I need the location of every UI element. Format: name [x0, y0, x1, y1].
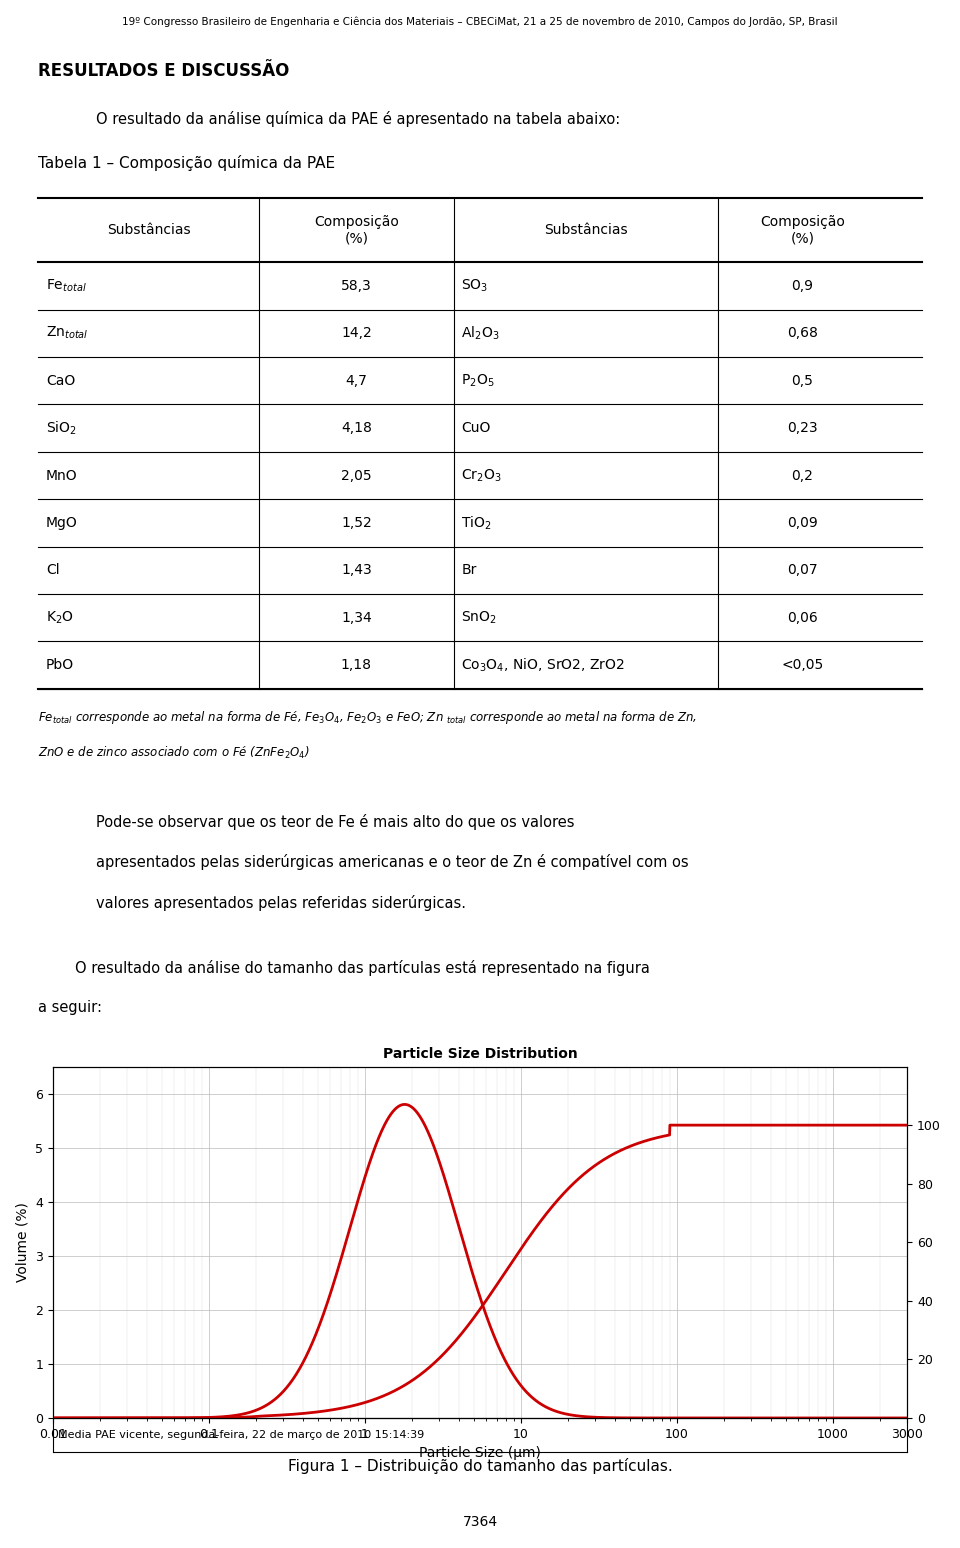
Text: RESULTADOS E DISCUSSÃO: RESULTADOS E DISCUSSÃO: [38, 62, 290, 80]
Text: 4,7: 4,7: [346, 373, 368, 387]
Text: apresentados pelas siderúrgicas americanas e o teor de Zn é compatível com os: apresentados pelas siderúrgicas american…: [96, 854, 688, 870]
Text: Substâncias: Substâncias: [107, 223, 191, 237]
Text: Pode-se observar que os teor de Fe é mais alto do que os valores: Pode-se observar que os teor de Fe é mai…: [96, 814, 574, 830]
Text: 58,3: 58,3: [341, 279, 372, 293]
Text: 1,43: 1,43: [341, 563, 372, 577]
Text: CuO: CuO: [461, 421, 491, 435]
Text: SnO$_2$: SnO$_2$: [461, 610, 497, 625]
Text: 0,5: 0,5: [791, 373, 813, 387]
Text: Composição
(%): Composição (%): [314, 215, 398, 245]
Text: 1,18: 1,18: [341, 658, 372, 672]
Text: 19º Congresso Brasileiro de Engenharia e Ciência dos Materiais – CBECiMat, 21 a : 19º Congresso Brasileiro de Engenharia e…: [122, 15, 838, 26]
Text: Cr$_2$O$_3$: Cr$_2$O$_3$: [461, 467, 502, 483]
Text: O resultado da análise química da PAE é apresentado na tabela abaixo:: O resultado da análise química da PAE é …: [96, 111, 620, 127]
Text: Tabela 1 – Composição química da PAE: Tabela 1 – Composição química da PAE: [38, 155, 336, 170]
Text: MnO: MnO: [46, 469, 78, 483]
Text: O resultado da análise do tamanho das partículas está representado na figura: O resultado da análise do tamanho das pa…: [38, 960, 650, 975]
Text: 0,2: 0,2: [791, 469, 813, 483]
Text: Co$_3$O$_4$, NiO, SrO2, ZrO2: Co$_3$O$_4$, NiO, SrO2, ZrO2: [461, 656, 625, 673]
Text: Fe$_{total}$ corresponde ao metal na forma de Fé, Fe$_3$O$_4$, Fe$_2$O$_3$ e FeO: Fe$_{total}$ corresponde ao metal na for…: [38, 709, 698, 726]
Text: 0,06: 0,06: [787, 611, 818, 625]
Text: Cl: Cl: [46, 563, 60, 577]
Y-axis label: Volume (%): Volume (%): [15, 1203, 30, 1282]
Text: Fe$_{total}$: Fe$_{total}$: [46, 277, 87, 294]
Text: Figura 1 – Distribuição do tamanho das partículas.: Figura 1 – Distribuição do tamanho das p…: [288, 1458, 672, 1474]
Text: 7364: 7364: [463, 1515, 497, 1529]
Text: CaO: CaO: [46, 373, 75, 387]
Text: MgO: MgO: [46, 515, 78, 529]
Text: ZnO e de zinco associado com o Fé (ZnFe$_2$O$_4$): ZnO e de zinco associado com o Fé (ZnFe$…: [38, 745, 310, 760]
Text: 0,09: 0,09: [787, 515, 818, 529]
Text: 14,2: 14,2: [341, 327, 372, 341]
Text: 1,52: 1,52: [341, 515, 372, 529]
Text: <0,05: <0,05: [781, 658, 824, 672]
Title: Particle Size Distribution: Particle Size Distribution: [383, 1048, 577, 1062]
Text: 4,18: 4,18: [341, 421, 372, 435]
Text: Br: Br: [461, 563, 476, 577]
Text: a seguir:: a seguir:: [38, 1000, 103, 1015]
Text: 2,05: 2,05: [341, 469, 372, 483]
Text: valores apresentados pelas referidas siderúrgicas.: valores apresentados pelas referidas sid…: [96, 895, 466, 910]
Text: Al$_2$O$_3$: Al$_2$O$_3$: [461, 325, 500, 342]
Text: 0,23: 0,23: [787, 421, 818, 435]
Text: Zn$_{total}$: Zn$_{total}$: [46, 325, 88, 342]
X-axis label: Particle Size (µm): Particle Size (µm): [420, 1446, 540, 1460]
Text: 0,07: 0,07: [787, 563, 818, 577]
Text: Media PAE vicente, segunda-feira, 22 de março de 2010 15:14:39: Media PAE vicente, segunda-feira, 22 de …: [58, 1430, 424, 1440]
Text: SO$_3$: SO$_3$: [461, 277, 489, 294]
Text: PbO: PbO: [46, 658, 74, 672]
Text: P$_2$O$_5$: P$_2$O$_5$: [461, 373, 494, 389]
Text: 0,9: 0,9: [791, 279, 813, 293]
Text: TiO$_2$: TiO$_2$: [461, 514, 492, 531]
Text: SiO$_2$: SiO$_2$: [46, 420, 77, 437]
Text: 0,68: 0,68: [787, 327, 818, 341]
Text: Substâncias: Substâncias: [544, 223, 628, 237]
Text: Composição
(%): Composição (%): [760, 215, 845, 245]
Text: 1,34: 1,34: [341, 611, 372, 625]
Text: K$_2$O: K$_2$O: [46, 610, 74, 625]
